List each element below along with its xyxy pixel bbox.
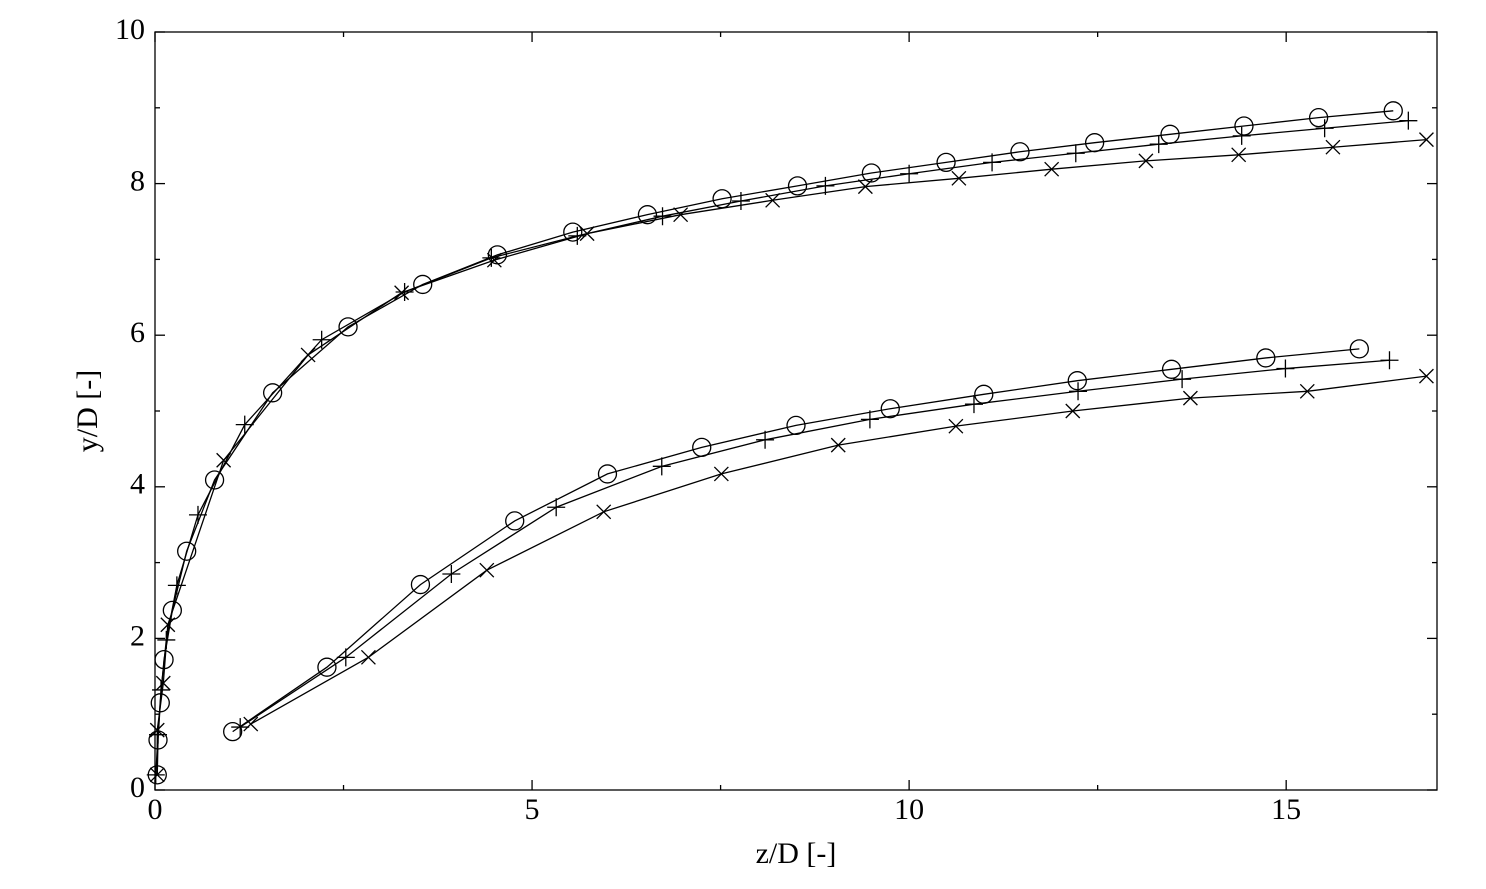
y-tick-label: 0 xyxy=(130,771,145,804)
marker-x xyxy=(713,466,729,482)
marker-circle xyxy=(204,470,225,490)
marker-plus xyxy=(167,576,186,595)
marker-x xyxy=(479,562,495,578)
x-axis-title: z/D [-] xyxy=(756,837,837,870)
marker-x xyxy=(394,285,410,301)
plot-frame xyxy=(154,31,1438,791)
marker-circle xyxy=(338,317,358,337)
series-line xyxy=(239,359,1390,728)
marker-x xyxy=(1325,139,1341,155)
marker-circle xyxy=(223,721,243,742)
marker-circle xyxy=(505,511,525,531)
marker-plus xyxy=(235,415,254,434)
marker-x xyxy=(1044,161,1060,177)
marker-circle xyxy=(637,205,658,225)
marker-circle xyxy=(410,574,431,595)
marker-plus xyxy=(547,498,566,517)
marker-x xyxy=(830,437,846,453)
marker-circle xyxy=(563,222,583,242)
marker-x xyxy=(300,347,316,363)
marker-plus xyxy=(442,564,461,583)
marker-x xyxy=(155,675,171,691)
y-tick-label: 2 xyxy=(130,619,145,652)
marker-circle xyxy=(177,541,197,561)
y-tick-label: 4 xyxy=(130,468,145,501)
marker-plus xyxy=(756,430,775,449)
marker-x xyxy=(673,207,689,223)
marker-circle xyxy=(597,464,618,484)
marker-circle xyxy=(936,152,956,173)
marker-circle xyxy=(1383,101,1403,121)
marker-x xyxy=(765,192,781,208)
series-line xyxy=(156,138,1427,775)
marker-x xyxy=(857,179,873,195)
y-tick-label: 8 xyxy=(130,164,145,197)
series-line xyxy=(155,120,1409,775)
series-line xyxy=(232,348,1360,733)
marker-x xyxy=(149,767,165,783)
marker-plus xyxy=(146,765,165,784)
x-tick-label: 10 xyxy=(894,793,924,826)
x-tick-label: 5 xyxy=(525,793,540,826)
marker-x xyxy=(149,722,165,738)
marker-plus xyxy=(1069,382,1088,401)
marker-x xyxy=(1231,147,1247,163)
marker-circle xyxy=(262,383,283,403)
marker-plus xyxy=(1399,111,1418,130)
marker-circle xyxy=(787,176,808,196)
marker-x xyxy=(216,452,232,468)
marker-circle xyxy=(1161,359,1182,379)
marker-x xyxy=(1418,368,1434,384)
marker-circle xyxy=(880,399,900,419)
marker-x xyxy=(1418,132,1434,148)
marker-x xyxy=(1138,153,1154,169)
marker-circle xyxy=(1256,348,1276,368)
x-tick-label: 0 xyxy=(148,793,163,826)
marker-plus xyxy=(1066,144,1085,163)
marker-circle xyxy=(1010,142,1030,162)
marker-x xyxy=(579,226,595,242)
marker-circle xyxy=(317,657,337,677)
x-tick-label: 15 xyxy=(1271,793,1301,826)
marker-x xyxy=(951,170,967,186)
marker-circle xyxy=(1349,339,1369,359)
marker-x xyxy=(243,716,259,732)
marker-x xyxy=(1182,390,1198,406)
marker-plus xyxy=(731,192,750,211)
series-line xyxy=(156,110,1394,775)
marker-circle xyxy=(413,274,433,295)
marker-circle xyxy=(1308,108,1329,128)
marker-x xyxy=(1065,403,1081,419)
marker-plus xyxy=(652,457,671,476)
marker-plus xyxy=(653,207,672,226)
marker-plus xyxy=(1232,126,1251,145)
marker-x xyxy=(596,504,612,520)
marker-plus xyxy=(1276,359,1295,378)
marker-plus xyxy=(1315,119,1334,138)
marker-x xyxy=(948,418,964,434)
marker-plus xyxy=(1173,370,1192,389)
y-tick-label: 10 xyxy=(115,13,145,46)
marker-x xyxy=(360,649,376,665)
y-axis-title: y/D [-] xyxy=(71,370,104,452)
marker-plus xyxy=(860,410,879,429)
marker-plus xyxy=(983,153,1002,172)
series-line xyxy=(250,375,1427,725)
marker-circle xyxy=(1067,371,1087,391)
y-tick-label: 6 xyxy=(130,316,145,349)
marker-plus xyxy=(231,718,250,737)
marker-x xyxy=(160,617,176,633)
marker-plus xyxy=(188,505,207,524)
marker-plus xyxy=(964,395,983,414)
marker-plus xyxy=(900,164,919,183)
marker-x xyxy=(486,252,502,268)
marker-plus xyxy=(1380,351,1399,370)
marker-plus xyxy=(336,648,355,667)
marker-plus xyxy=(1149,135,1168,154)
marker-x xyxy=(1299,383,1315,399)
marker-circle xyxy=(861,163,882,183)
